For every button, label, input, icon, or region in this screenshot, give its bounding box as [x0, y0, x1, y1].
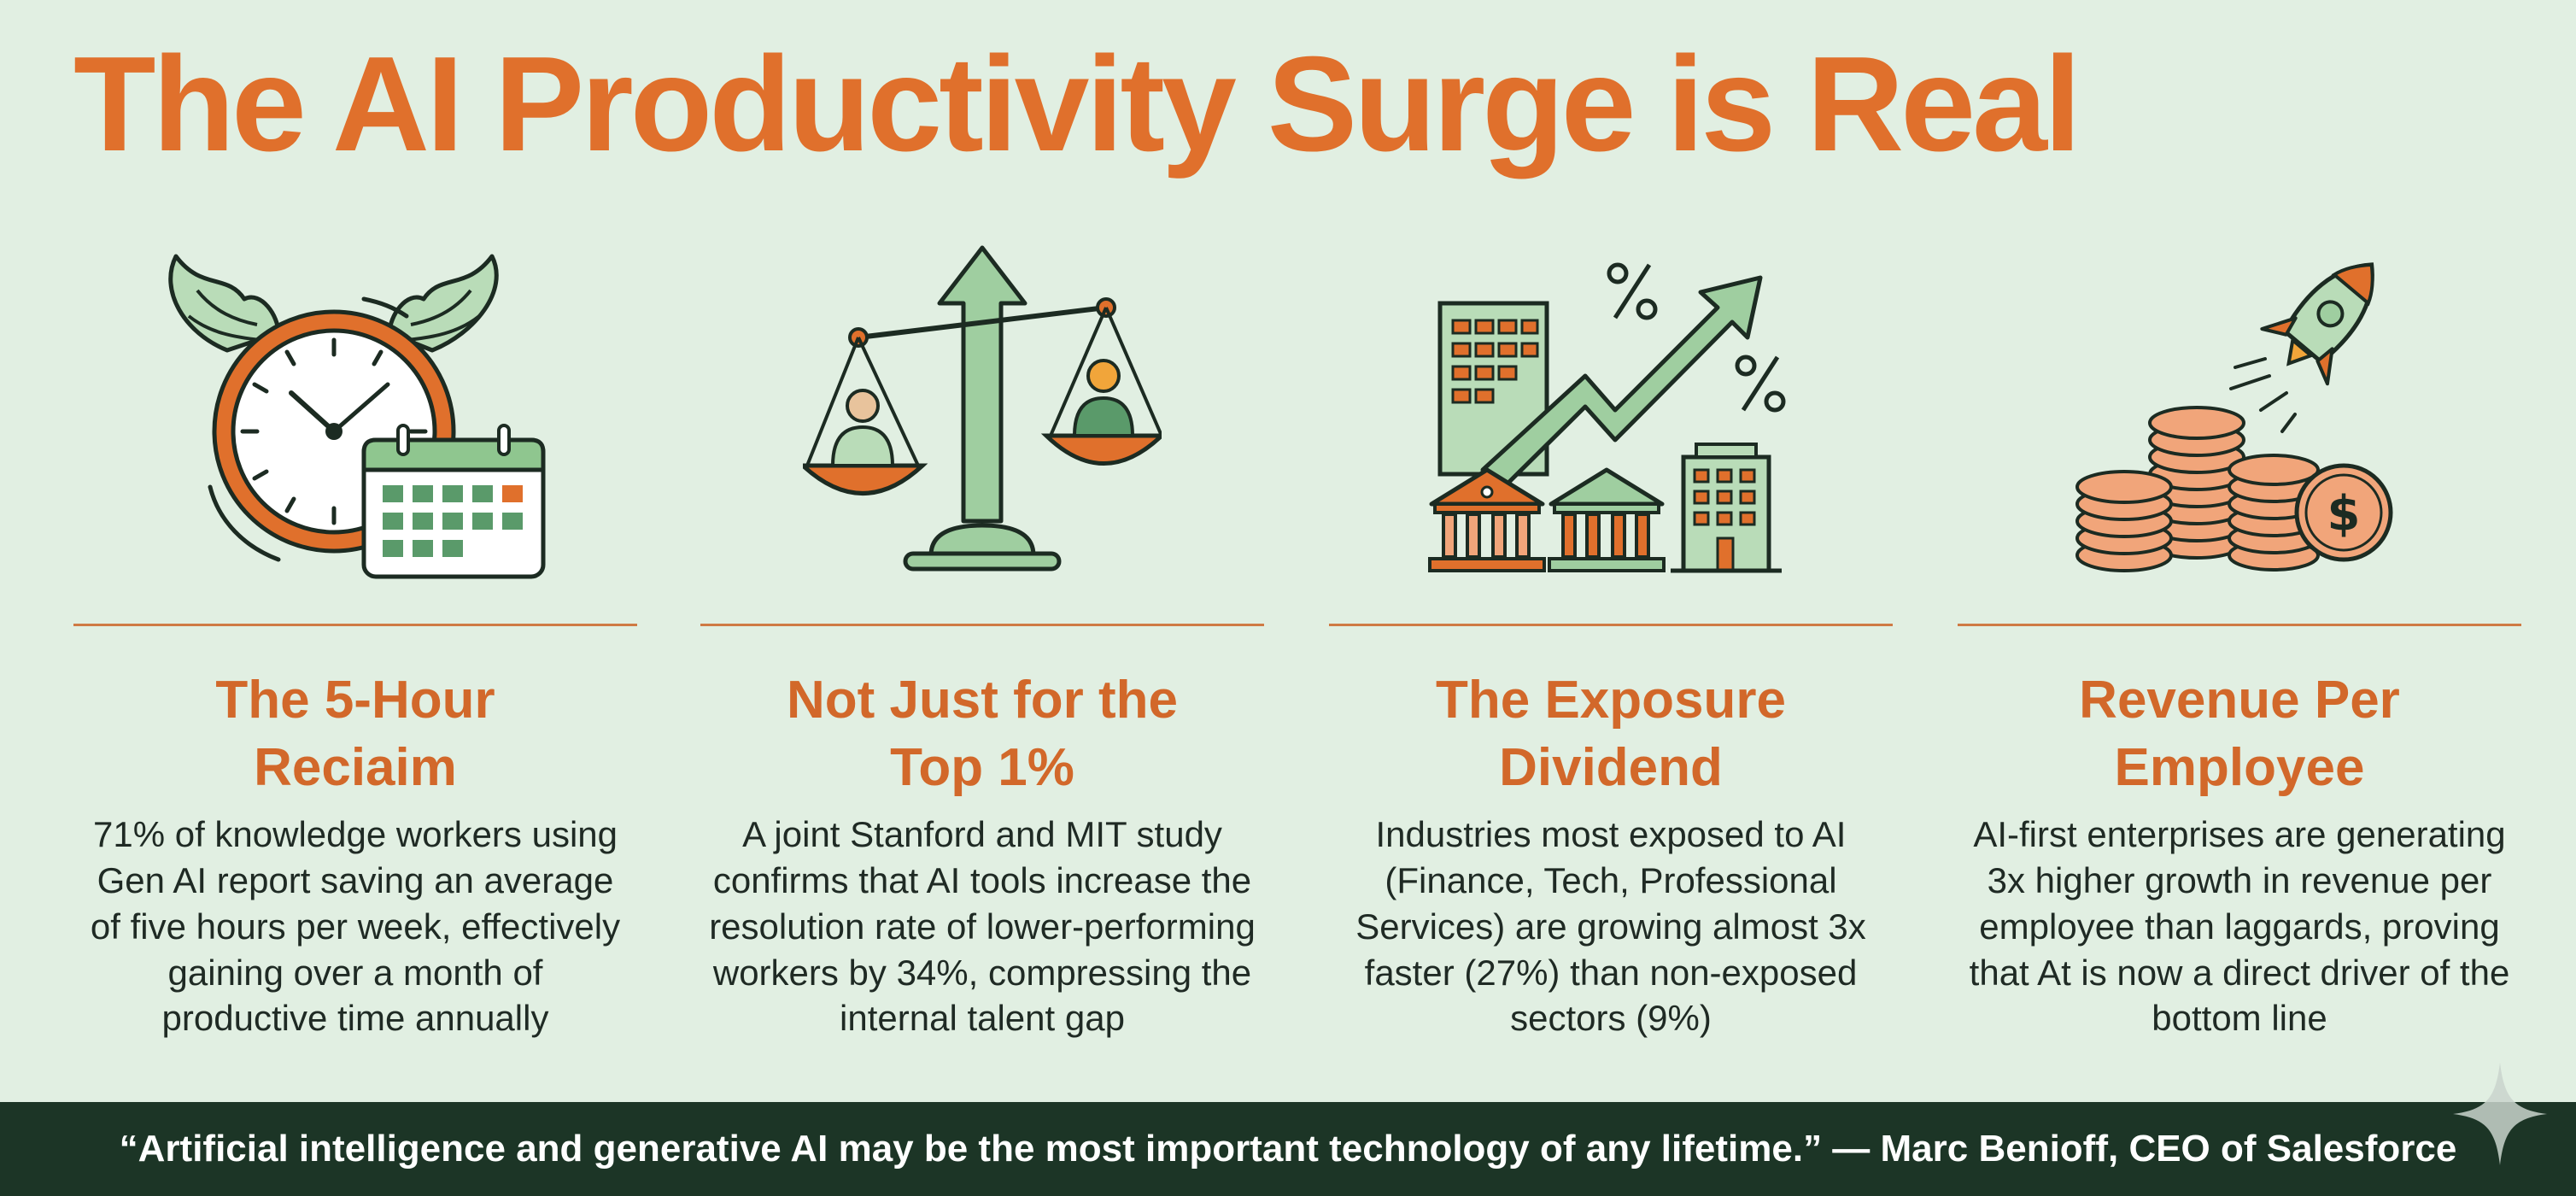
column-divider [73, 624, 637, 626]
column-divider [1958, 624, 2521, 626]
column-heading: The 5-Hour Reciaim [215, 671, 495, 797]
quote-bar: “Artificial intelligence and generative … [0, 1102, 2576, 1196]
stat-column-exposure-dividend: The Exposure Dividend Industries most ex… [1329, 231, 1893, 1041]
column-divider [1329, 624, 1893, 626]
balance-scale-arrow-icon [700, 231, 1264, 581]
rocket-coins-icon: $ [1958, 231, 2521, 581]
page-title: The AI Productivity Surge is Real [73, 29, 2081, 179]
stat-column-not-just-top: Not Just for the Top 1% A joint Stanford… [700, 231, 1264, 1041]
column-heading: Revenue Per Employee [2079, 671, 2400, 797]
column-divider [700, 624, 1264, 626]
column-heading: Not Just for the Top 1% [786, 671, 1179, 797]
column-body: A joint Stanford and MIT study confirms … [709, 814, 1256, 1039]
svg-text:$: $ [2327, 486, 2361, 542]
footer-quote: “Artificial intelligence and generative … [119, 1128, 2457, 1170]
winged-clock-calendar-icon [73, 231, 637, 581]
buildings-growth-arrow-icon [1329, 231, 1893, 581]
stat-column-revenue-per-employee: $ Revenue Per Employee AI-first enterpri… [1958, 231, 2521, 1041]
column-body: Industries most exposed to AI (Finance, … [1355, 814, 1866, 1039]
sparkle-icon [2453, 1063, 2547, 1165]
column-body: AI-first enterprises are generating 3x h… [1969, 814, 2510, 1039]
stat-column-5-hour-reclaim: The 5-Hour Reciaim 71% of knowledge work… [73, 231, 637, 1041]
column-body: 71% of knowledge workers using Gen AI re… [90, 814, 621, 1039]
column-heading: The Exposure Dividend [1436, 671, 1786, 797]
